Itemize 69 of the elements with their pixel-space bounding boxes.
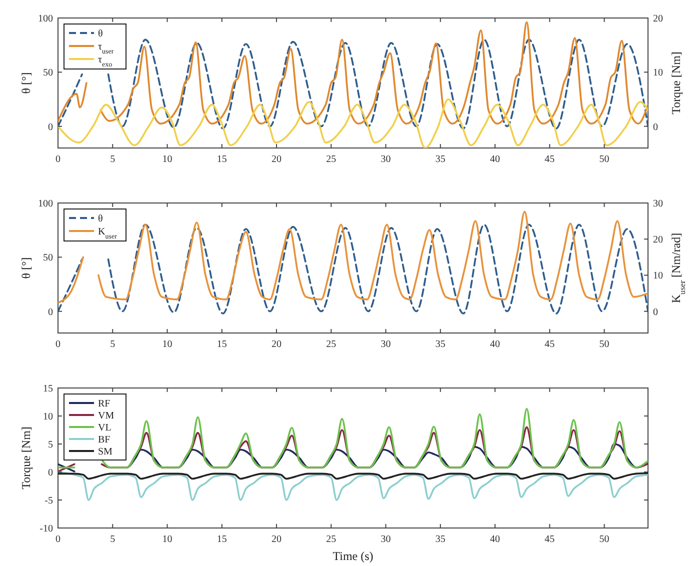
legend-label: RF <box>98 398 111 410</box>
y-tick-label: 0 <box>48 122 53 133</box>
y-tick-label: 0 <box>48 306 53 318</box>
legend-label: θ <box>98 214 103 224</box>
y-tick-label: 100 <box>38 14 53 24</box>
y-tick-label: 0 <box>48 468 53 478</box>
y2-axis-title: Torque [Nm] <box>669 52 683 114</box>
x-tick-label: 25 <box>326 339 336 350</box>
y2-tick-label: 30 <box>653 198 663 210</box>
x-tick-label: 15 <box>216 339 227 350</box>
x-tick-label: 0 <box>56 339 60 350</box>
x-tick-label: 10 <box>162 534 172 545</box>
legend-label: SM <box>98 446 113 458</box>
y-axis-title: θ [°] <box>19 257 33 279</box>
y2-tick-label: 20 <box>653 234 663 246</box>
legend-label: θ <box>98 28 103 40</box>
x-tick-label: 30 <box>380 339 391 350</box>
legend-label: K$_{user}$ <box>98 226 118 240</box>
legend-label: VM <box>98 410 114 422</box>
x-tick-label: 5 <box>110 154 116 165</box>
y-tick-label: -10 <box>40 524 53 534</box>
x-tick-label: 40 <box>490 154 500 165</box>
y-axis-title: θ [°] <box>19 72 33 94</box>
y-tick-label: 5 <box>48 440 53 450</box>
x-tick-label: 40 <box>490 339 500 350</box>
y-tick-label: -5 <box>44 496 53 506</box>
x-tick-label: 5 <box>110 339 116 350</box>
y-tick-label: 10 <box>43 412 53 422</box>
legend-label: τ$_{user}$ <box>98 42 114 56</box>
x-tick-label: 35 <box>435 154 446 165</box>
x-tick-label: 15 <box>216 534 227 545</box>
x-tick-label: 35 <box>435 339 446 350</box>
y-axis-title: Torque [Nm] <box>19 426 33 490</box>
x-tick-label: 50 <box>599 154 610 165</box>
x-tick-label: 25 <box>326 154 336 165</box>
x-tick-label: 20 <box>272 534 282 545</box>
y-tick-label: 50 <box>43 252 53 264</box>
y2-tick-label: 0 <box>653 306 658 318</box>
x-tick-label: 45 <box>544 339 555 350</box>
y-tick-label: 15 <box>43 384 53 394</box>
x-tick-label: 10 <box>162 154 172 165</box>
y2-tick-label: 0 <box>653 122 658 133</box>
y2-tick-label: 20 <box>653 14 663 24</box>
y2-tick-label: 10 <box>653 270 663 282</box>
x-tick-label: 20 <box>272 154 282 165</box>
line-series <box>58 98 648 148</box>
y2-tick-label: 10 <box>653 68 663 79</box>
line-series <box>58 471 648 501</box>
x-tick-label: 10 <box>162 339 172 350</box>
x-tick-label: 20 <box>272 339 282 350</box>
legend-label: VL <box>98 422 112 434</box>
x-axis-title: Time (s) <box>332 549 374 563</box>
x-tick-label: 45 <box>544 534 555 545</box>
x-tick-label: 25 <box>326 534 336 545</box>
x-tick-label: 35 <box>435 534 446 545</box>
x-tick-label: 5 <box>110 534 116 545</box>
x-tick-label: 0 <box>56 154 60 165</box>
y-tick-label: 100 <box>38 198 53 210</box>
x-tick-label: 15 <box>216 154 227 165</box>
x-tick-label: 50 <box>599 339 610 350</box>
x-tick-label: 50 <box>599 534 610 545</box>
y-tick-label: 50 <box>43 68 53 79</box>
legend-label: τ$_{exo}$ <box>98 54 113 68</box>
legend-label: BF <box>98 434 111 446</box>
x-tick-label: 30 <box>380 534 391 545</box>
x-tick-label: 0 <box>56 534 60 545</box>
x-tick-label: 30 <box>380 154 391 165</box>
x-tick-label: 45 <box>544 154 555 165</box>
x-tick-label: 40 <box>490 534 500 545</box>
